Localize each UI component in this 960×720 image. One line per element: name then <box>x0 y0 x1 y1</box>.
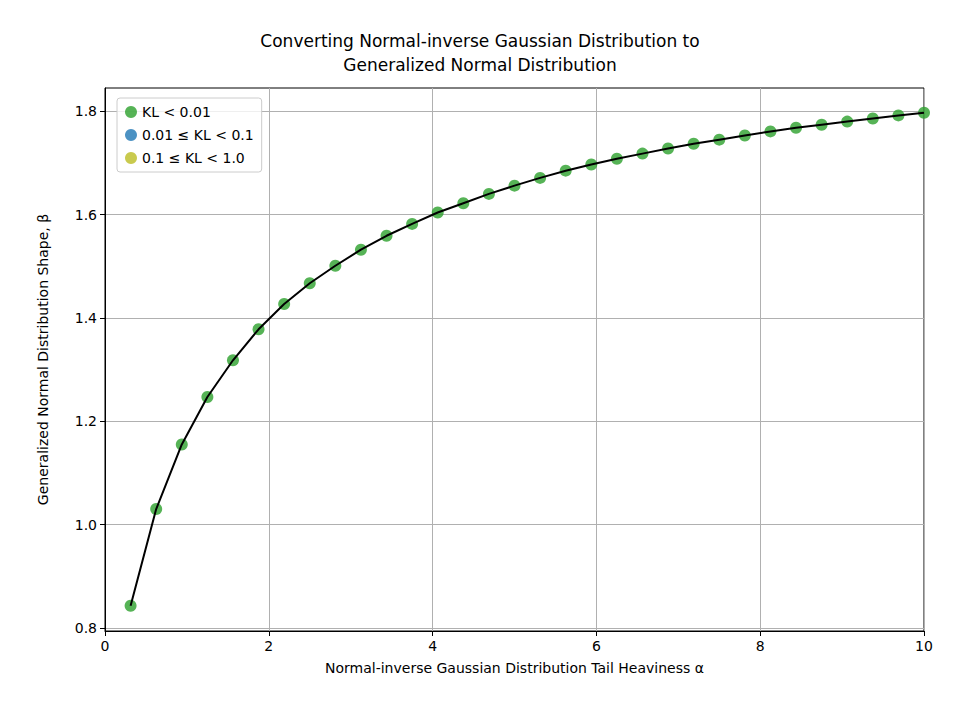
svg-text:1.6: 1.6 <box>75 207 97 223</box>
svg-text:6: 6 <box>592 638 601 654</box>
svg-text:Converting Normal-inverse Gaus: Converting Normal-inverse Gaussian Distr… <box>260 31 699 51</box>
svg-text:2: 2 <box>264 638 273 654</box>
svg-text:Generalized Normal Distributio: Generalized Normal Distribution Shape, β <box>35 214 51 505</box>
svg-text:KL < 0.01: KL < 0.01 <box>142 104 211 120</box>
svg-text:0.8: 0.8 <box>75 620 97 636</box>
svg-text:Normal-inverse Gaussian Distri: Normal-inverse Gaussian Distribution Tai… <box>325 660 704 676</box>
svg-text:1.8: 1.8 <box>75 103 97 119</box>
svg-text:Generalized Normal Distributio: Generalized Normal Distribution <box>343 55 616 75</box>
svg-text:1.0: 1.0 <box>75 517 97 533</box>
svg-text:1.4: 1.4 <box>75 310 97 326</box>
svg-text:4: 4 <box>428 638 437 654</box>
svg-text:0.1 ≤ KL < 1.0: 0.1 ≤ KL < 1.0 <box>142 150 245 166</box>
svg-text:10: 10 <box>915 638 933 654</box>
svg-text:8: 8 <box>756 638 765 654</box>
svg-text:1.2: 1.2 <box>75 413 97 429</box>
svg-text:0.01 ≤ KL < 0.1: 0.01 ≤ KL < 0.1 <box>142 127 254 143</box>
svg-text:0: 0 <box>101 638 110 654</box>
